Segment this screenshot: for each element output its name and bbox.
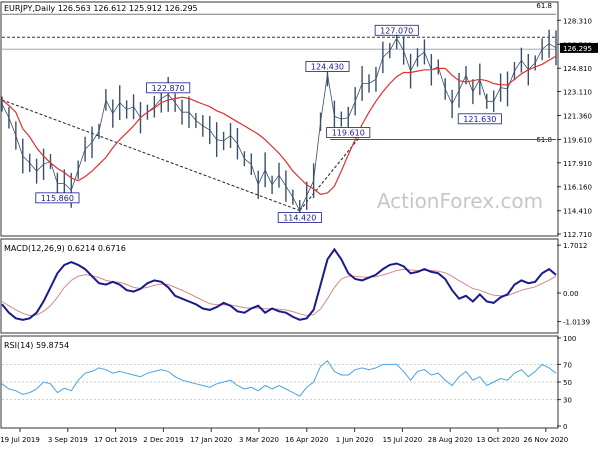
rsi-axis-tick-label: 100 xyxy=(563,335,576,343)
rsi-layer xyxy=(1,360,557,401)
rsi-axis-tick-label: 0 xyxy=(563,423,567,431)
price-axis-tick-label: 117.910 xyxy=(563,160,592,168)
price-axis-tick-label: 128.310 xyxy=(563,17,592,25)
annotation-label: 122.870 xyxy=(152,84,185,93)
rsi-title: RSI(14) 59.8754 xyxy=(4,341,69,350)
price-axis-tick-label: 123.110 xyxy=(563,89,592,97)
annotation-box xyxy=(146,82,191,94)
x-tick-label: 26 Nov 2020 xyxy=(523,436,568,444)
x-tick-label: 1 Jun 2020 xyxy=(336,436,374,444)
macd-layer xyxy=(1,247,557,321)
annotation-label: 114.420 xyxy=(283,214,316,223)
moving-average-line xyxy=(1,55,557,196)
x-tick-label: 3 Sep 2019 xyxy=(48,436,88,444)
macd-signal-line xyxy=(1,268,557,317)
axis-layer: 128.310126.560124.810123.110121.360119.6… xyxy=(0,17,598,444)
x-tick-label: 13 Oct 2020 xyxy=(476,436,519,444)
rsi-axis-tick-label: 30 xyxy=(563,397,572,405)
annotation-box xyxy=(277,212,322,223)
x-tick-label: 17 Oct 2019 xyxy=(94,436,137,444)
price-panel-frame xyxy=(0,1,559,237)
rsi-axis-tick-label: 70 xyxy=(563,361,572,369)
price-axis-tick-label: 124.810 xyxy=(563,65,592,73)
annotation-label: 121.630 xyxy=(463,115,496,124)
last-price-badge xyxy=(560,42,598,53)
x-tick-label: 17 Jan 2020 xyxy=(190,436,232,444)
price-axis-tick-label: 116.160 xyxy=(563,184,592,192)
x-tick-label: 15 Jul 2020 xyxy=(383,436,423,444)
annotation-label: 115.860 xyxy=(41,194,74,203)
x-tick-label: 2 Dec 2019 xyxy=(143,436,183,444)
annotation-box xyxy=(326,127,371,138)
trendline-down xyxy=(1,99,300,212)
annotation-box xyxy=(305,61,350,72)
annotation-box xyxy=(35,192,80,204)
price-axis-tick-label: 112.710 xyxy=(563,231,592,239)
annotation-box xyxy=(374,24,419,36)
annotation-box xyxy=(457,113,502,125)
x-tick-label: 19 Jul 2019 xyxy=(0,436,40,444)
price-layer: 115.860 122.870 114.420 124.430 119.610 127.0… xyxy=(1,13,557,223)
fib-label-mid: 61.8 xyxy=(536,136,552,144)
macd-axis-tick-label: 1.7012 xyxy=(563,242,588,250)
macd-line xyxy=(1,247,557,321)
x-tick-label: 3 Mar 2020 xyxy=(239,436,279,444)
macd-panel-frame xyxy=(0,238,559,334)
x-tick-label: 28 Aug 2020 xyxy=(428,436,473,444)
price-series-line xyxy=(1,37,557,212)
macd-axis-tick-label: -1.0139 xyxy=(563,319,590,327)
fib-label-top: 61.8 xyxy=(536,2,552,10)
price-axis-tick-label: 114.410 xyxy=(563,208,592,216)
price-axis-tick-label: 119.610 xyxy=(563,136,592,144)
last-price-label: 126.295 xyxy=(563,45,592,53)
x-tick-label: 16 Apr 2020 xyxy=(285,436,328,444)
rsi-axis-tick-label: 50 xyxy=(563,379,572,387)
annotation-label: 127.070 xyxy=(380,26,413,35)
macd-axis-tick-label: 0.00 xyxy=(563,290,579,298)
rsi-line xyxy=(1,360,557,397)
price-axis-tick-label: 121.360 xyxy=(563,113,592,121)
price-title: EURJPY,Daily 126.563 126.612 125.912 126… xyxy=(4,4,198,13)
annotation-label: 119.610 xyxy=(332,128,365,137)
macd-title: MACD(12,26,9) 0.6214 0.6716 xyxy=(4,244,126,253)
watermark: ActionForex.com xyxy=(377,189,543,213)
annotation-label: 124.430 xyxy=(311,62,344,71)
